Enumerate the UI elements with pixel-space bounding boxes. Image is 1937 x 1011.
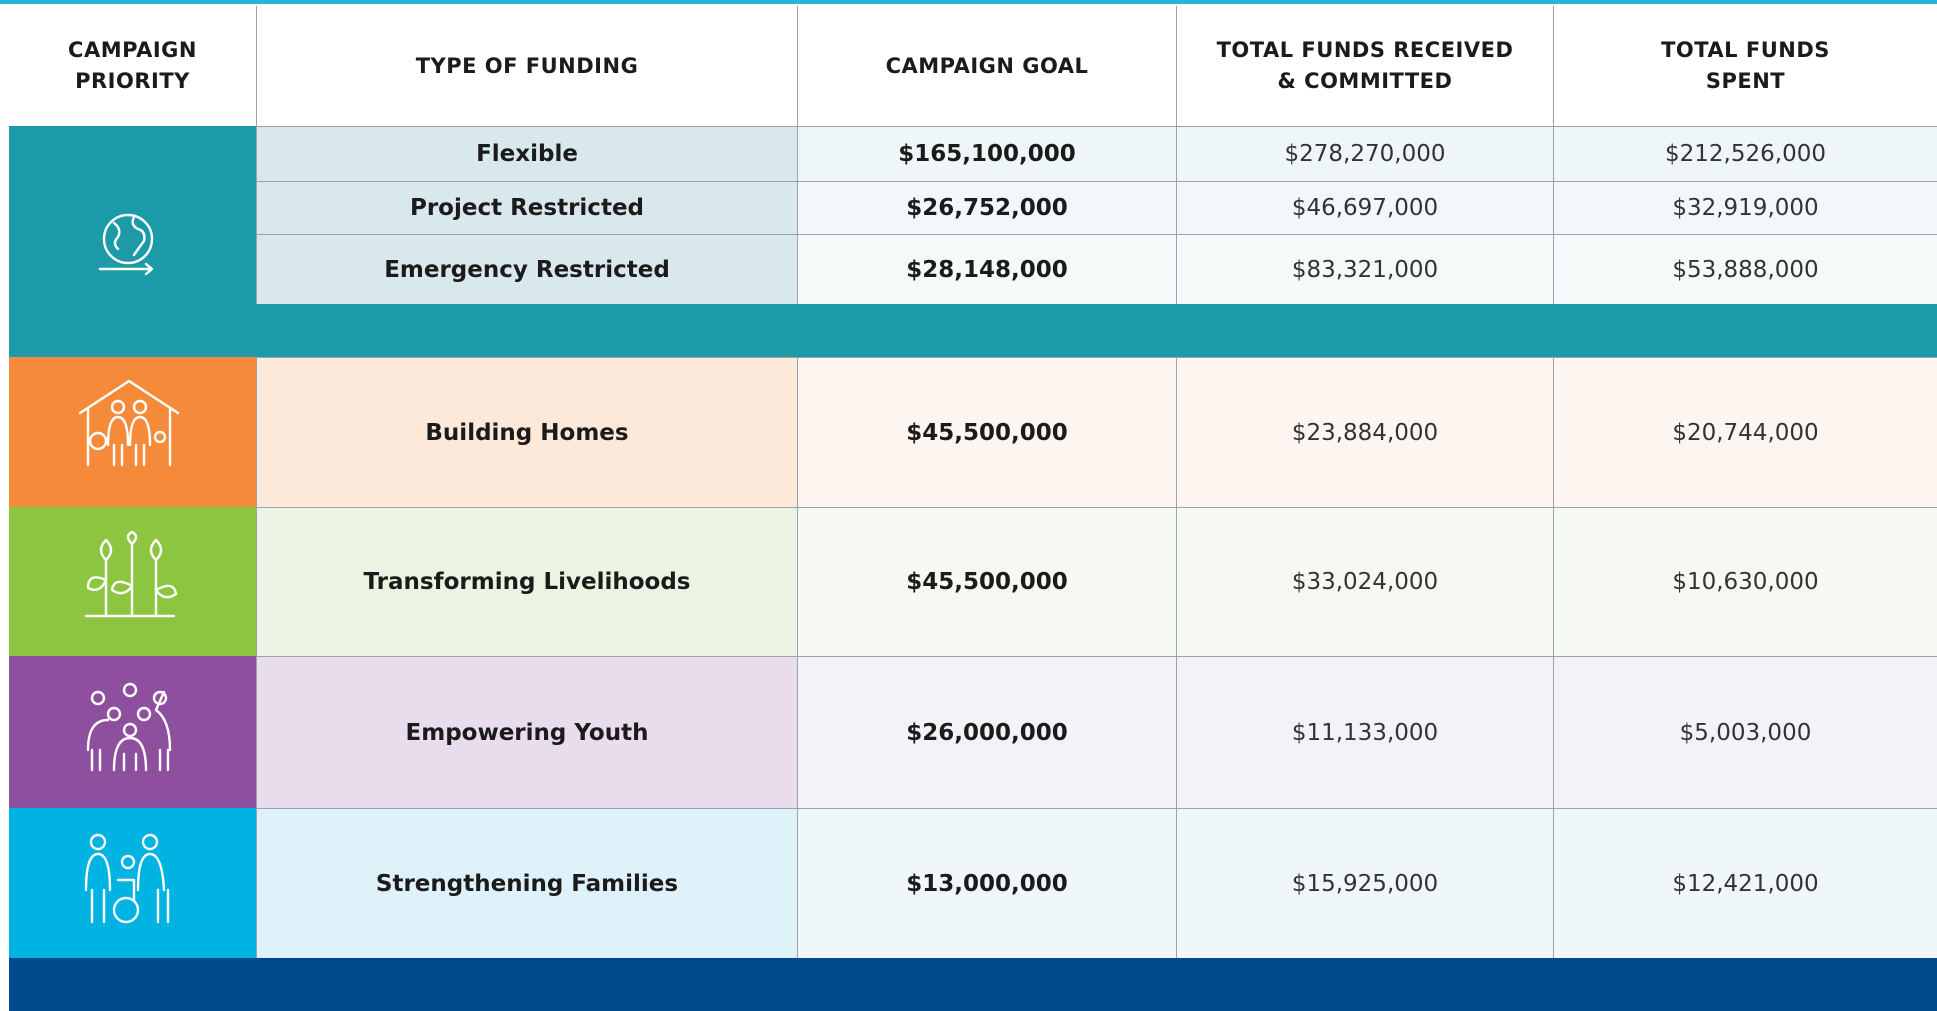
funding-type: Empowering Youth xyxy=(256,656,797,808)
priority-block xyxy=(9,656,256,808)
funding-type: Project Restricted xyxy=(256,181,797,234)
header-text: TOTAL FUNDS SPENT xyxy=(1661,38,1830,93)
funding-type: Transforming Livelihoods xyxy=(256,507,797,656)
header-cell: CAMPAIGN PRIORITY xyxy=(9,6,256,126)
amount: $15,925,000 xyxy=(1176,808,1553,958)
amount: $278,270,000 xyxy=(1176,126,1553,181)
amount: $5,003,000 xyxy=(1553,656,1937,808)
amount: $11,133,000 xyxy=(1176,656,1553,808)
header-text: TOTAL FUNDS RECEIVED & COMMITTED xyxy=(1216,38,1514,93)
globe-icon xyxy=(98,213,154,276)
total-bar xyxy=(9,958,1937,1011)
amount: $20,744,000 xyxy=(1553,357,1937,507)
funding-type: Flexible xyxy=(256,126,797,181)
header-cell: TOTAL FUNDS RECEIVED & COMMITTED xyxy=(1176,6,1553,126)
header-text: TYPE OF FUNDING xyxy=(415,53,639,78)
amount: $28,148,000 xyxy=(797,234,1176,304)
header-cell: TYPE OF FUNDING xyxy=(256,6,797,126)
amount: $26,752,000 xyxy=(797,181,1176,234)
funding-type: Emergency Restricted xyxy=(256,234,797,304)
amount: $83,321,000 xyxy=(1176,234,1553,304)
amount: $45,500,000 xyxy=(797,507,1176,656)
amount: $53,888,000 xyxy=(1553,234,1937,304)
amount: $33,024,000 xyxy=(1176,507,1553,656)
header-text: CAMPAIGN PRIORITY xyxy=(68,38,197,93)
amount: $26,000,000 xyxy=(797,656,1176,808)
amount: $10,630,000 xyxy=(1553,507,1937,656)
funding-type: Building Homes xyxy=(256,357,797,507)
amount: $212,526,000 xyxy=(1553,126,1937,181)
amount: $23,884,000 xyxy=(1176,357,1553,507)
amount: $45,500,000 xyxy=(797,357,1176,507)
amount: $46,697,000 xyxy=(1176,181,1553,234)
header-text: CAMPAIGN GOAL xyxy=(885,53,1089,78)
amount: $13,000,000 xyxy=(797,808,1176,958)
plants-icon xyxy=(84,530,178,618)
home-icon xyxy=(78,379,180,467)
priority-block xyxy=(9,808,256,958)
family-icon xyxy=(84,833,170,924)
amount: $32,919,000 xyxy=(1553,181,1937,234)
header-cell: TOTAL FUNDS SPENT xyxy=(1553,6,1937,126)
amount: $165,100,000 xyxy=(797,126,1176,181)
header-cell: CAMPAIGN GOAL xyxy=(797,6,1176,126)
youth-icon xyxy=(86,682,172,772)
top-rule xyxy=(0,0,1937,4)
subtotal-bar xyxy=(9,304,1937,357)
funding-type: Strengthening Families xyxy=(256,808,797,958)
amount: $12,421,000 xyxy=(1553,808,1937,958)
